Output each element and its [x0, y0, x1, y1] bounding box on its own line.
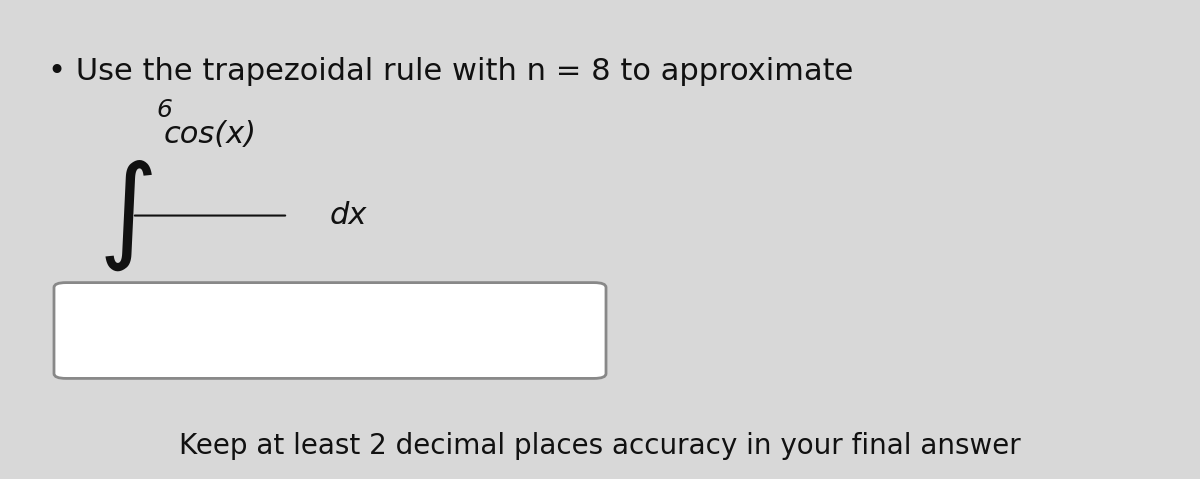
- Text: 6: 6: [156, 98, 172, 122]
- Text: x: x: [202, 292, 220, 321]
- Text: Keep at least 2 decimal places accuracy in your final answer: Keep at least 2 decimal places accuracy …: [179, 432, 1021, 460]
- Text: dx: dx: [330, 201, 367, 230]
- Text: $\int$: $\int$: [98, 158, 154, 273]
- Text: 1: 1: [113, 314, 128, 338]
- FancyBboxPatch shape: [54, 283, 606, 378]
- Text: cos(x): cos(x): [163, 120, 257, 148]
- Text: • Use the trapezoidal rule with n = 8 to approximate: • Use the trapezoidal rule with n = 8 to…: [48, 57, 853, 87]
